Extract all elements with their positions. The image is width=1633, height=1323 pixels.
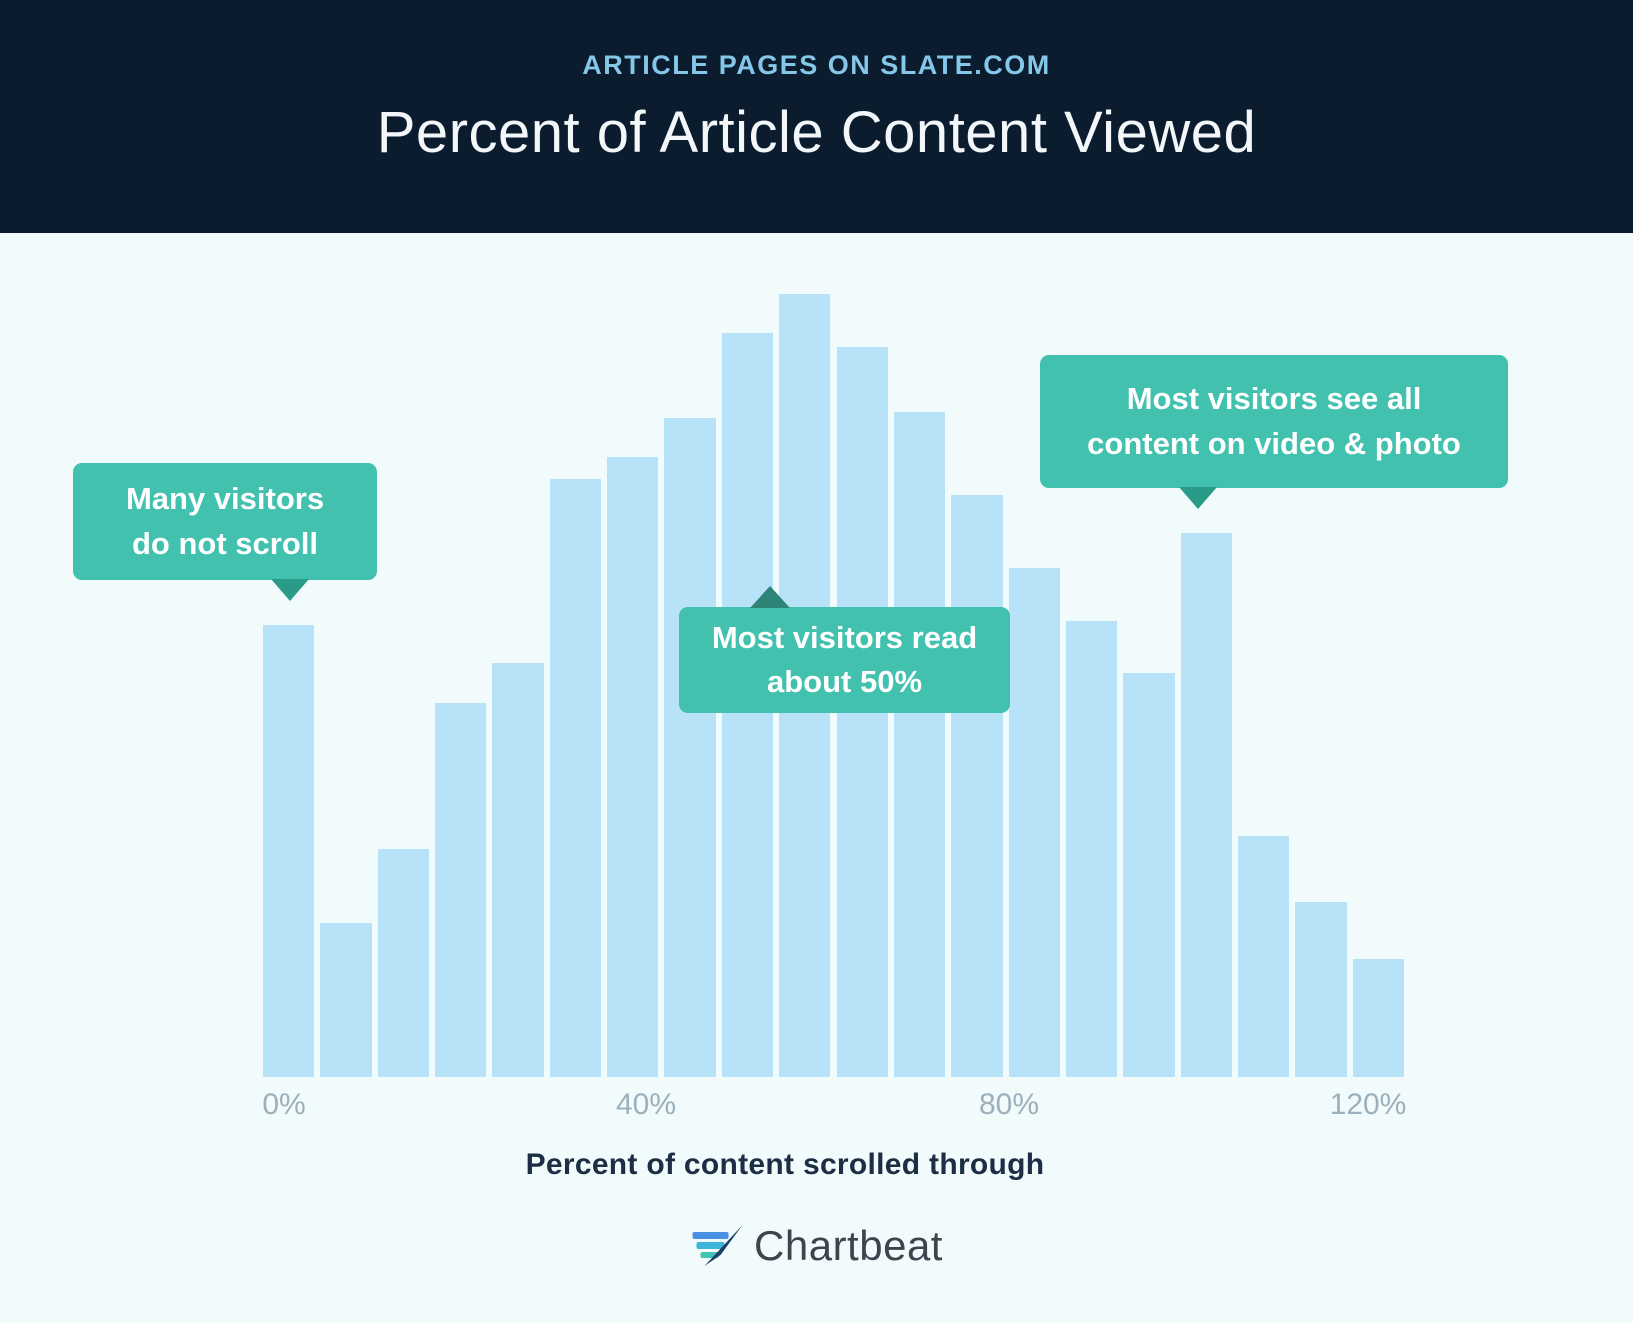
x-axis-title: Percent of content scrolled through — [525, 1148, 1045, 1181]
histogram-bar — [320, 923, 372, 1077]
x-axis-tick-label: 80% — [978, 1088, 1040, 1121]
histogram-bar — [377, 849, 430, 1077]
header: ARTICLE PAGES ON SLATE.COM Percent of Ar… — [0, 0, 1633, 233]
chartbeat-plane-icon — [692, 1225, 743, 1266]
callout-text-line: about 50% — [766, 664, 923, 699]
histogram-bar — [951, 495, 1003, 1077]
callout-text-line: Most visitors read — [711, 619, 978, 655]
histogram-bar — [664, 418, 716, 1077]
histogram-bar — [893, 412, 946, 1077]
annotation-most-visitors-read-50: Most visitors read about 50% — [679, 607, 1010, 713]
x-axis-tick-label: 0% — [262, 1088, 306, 1121]
callout-text-line: Many visitors — [125, 481, 325, 517]
histogram-bar — [1008, 568, 1060, 1077]
histogram-bar — [263, 625, 315, 1077]
annotation-video-photo-all-content: Most visitors see all content on video & … — [1040, 355, 1508, 488]
histogram-bar — [435, 703, 487, 1077]
histogram-bar — [1065, 621, 1118, 1077]
histogram-bar — [1123, 673, 1175, 1077]
histogram-bar — [492, 663, 544, 1077]
histogram-bar — [607, 457, 659, 1077]
x-axis-tick-label: 40% — [615, 1088, 677, 1121]
histogram-bar — [1352, 959, 1405, 1077]
page-title: Percent of Article Content Viewed — [376, 100, 1257, 165]
histogram-bar — [1295, 902, 1347, 1077]
callout-arrow-down — [1179, 487, 1217, 509]
callout-arrow-up — [750, 586, 790, 608]
chartbeat-logo-text: Chartbeat — [754, 1222, 943, 1269]
histogram-bar — [549, 479, 602, 1077]
histogram-bar — [1238, 836, 1290, 1077]
callout-text-line: Most visitors see all — [1126, 381, 1422, 417]
histogram-bar — [1180, 533, 1232, 1077]
callout-text-line: content on video & photo — [1087, 425, 1461, 461]
annotation-many-visitors-do-not-scroll: Many visitors do not scroll — [73, 463, 377, 580]
chartbeat-logo: Chartbeat — [690, 1222, 943, 1270]
callout-arrow-down — [271, 579, 309, 601]
callout-text-line: do not scroll — [132, 525, 318, 561]
x-axis-tick-label: 120% — [1329, 1088, 1407, 1121]
header-kicker: ARTICLE PAGES ON SLATE.COM — [582, 50, 1051, 80]
